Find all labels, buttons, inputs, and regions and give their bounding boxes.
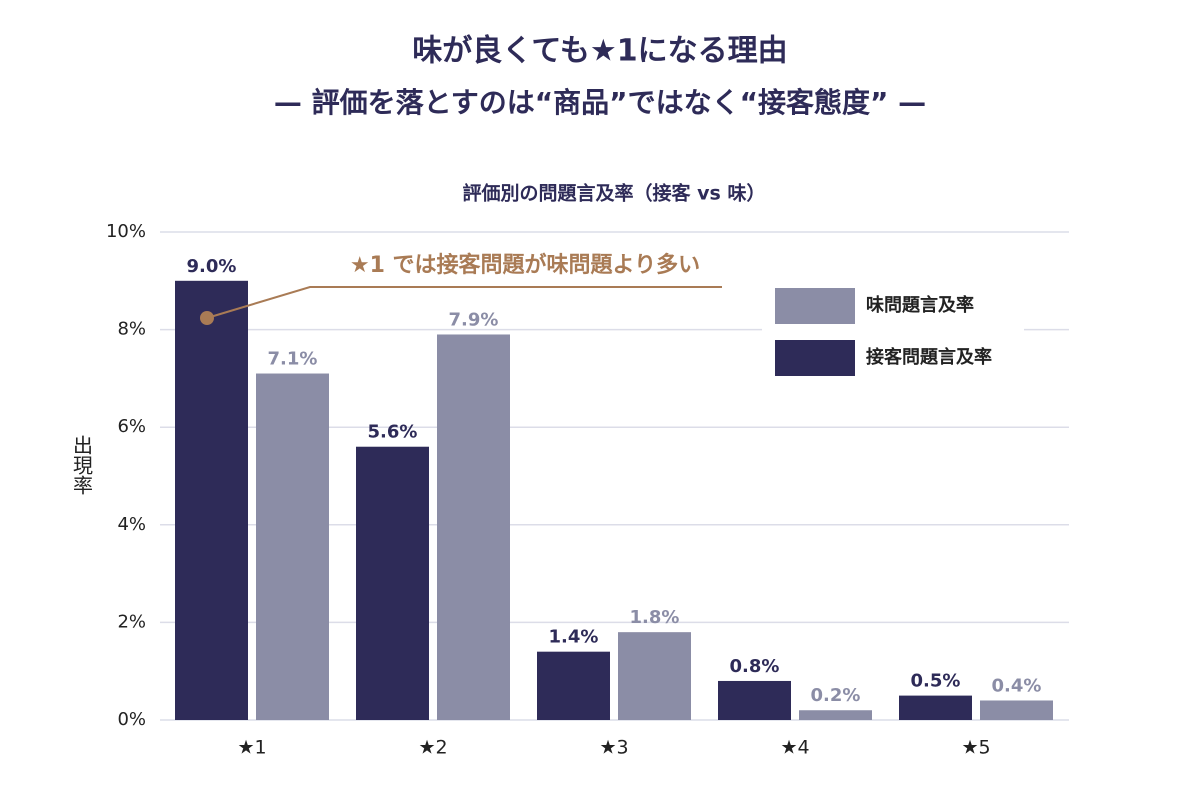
legend-swatch	[775, 340, 855, 376]
annotation-dot	[200, 311, 214, 325]
bar	[175, 280, 248, 720]
value-label: 5.6%	[368, 422, 418, 443]
annotation-line	[206, 286, 722, 319]
plot-title: 評価別の問題言及率（接客 vs 味）	[463, 182, 766, 205]
bar	[980, 700, 1053, 720]
y-tick-label: 4%	[117, 514, 146, 535]
bar	[718, 680, 791, 720]
x-tick-label: ★5	[961, 737, 990, 759]
y-tick-label: 2%	[117, 611, 146, 632]
bar	[899, 695, 972, 720]
y-tick-label: 10%	[106, 221, 146, 242]
y-axis-label: 出現率	[70, 435, 94, 495]
annotation: ★1 では接客問題が味問題より多い	[350, 252, 700, 278]
legend-swatch	[775, 288, 855, 324]
bar	[799, 710, 872, 720]
value-label: 0.2%	[811, 685, 861, 706]
y-tick-label: 0%	[117, 709, 146, 730]
bar	[256, 373, 329, 720]
legend-label: 接客問題言及率	[866, 346, 992, 368]
legend-label: 味問題言及率	[866, 294, 974, 316]
value-label: 0.8%	[730, 656, 780, 677]
bar	[356, 446, 429, 720]
value-label: 7.1%	[268, 349, 318, 370]
y-tick-label: 6%	[117, 416, 146, 437]
value-label: 1.8%	[630, 607, 680, 628]
x-tick-label: ★3	[599, 737, 628, 759]
value-label: 0.5%	[911, 671, 961, 692]
bar	[618, 632, 691, 720]
y-tick-label: 8%	[117, 319, 146, 340]
chart-subtitle: — 評価を落とすのは“商品”ではなく“接客態度” —	[274, 86, 926, 119]
chart-title: 味が良くても★1になる理由	[412, 34, 787, 69]
value-label: 7.9%	[449, 309, 499, 330]
x-tick-label: ★2	[418, 737, 447, 759]
value-label: 9.0%	[187, 256, 237, 277]
bar	[537, 651, 610, 720]
bar	[437, 334, 510, 720]
value-label: 1.4%	[549, 627, 599, 648]
value-label: 0.4%	[992, 675, 1042, 696]
x-tick-label: ★4	[780, 737, 809, 759]
x-tick-label: ★1	[237, 737, 266, 759]
